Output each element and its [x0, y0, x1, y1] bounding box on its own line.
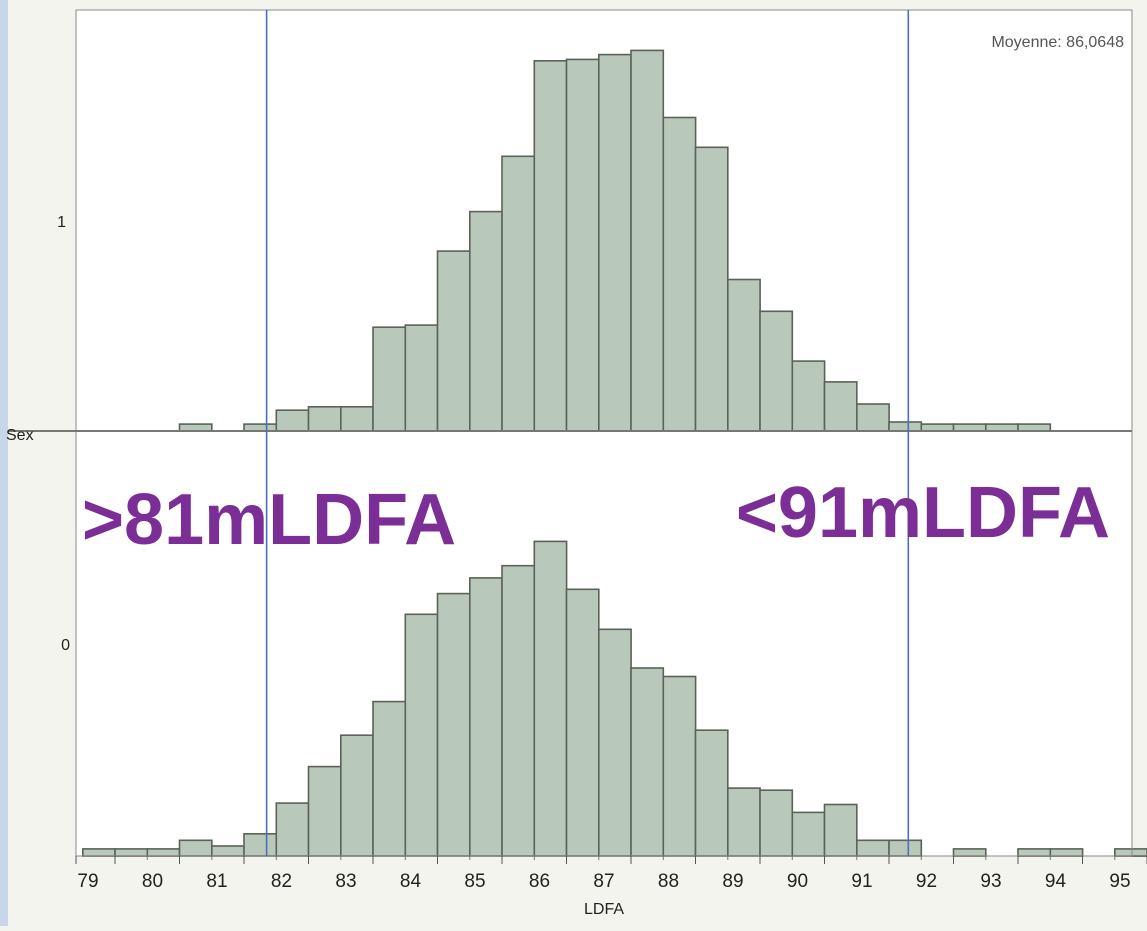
bars-layer [82, 49, 1147, 857]
histogram-bar-top-22 [920, 423, 955, 432]
histogram-bar-bottom-26 [952, 848, 987, 857]
x-tick-label: 82 [271, 871, 292, 892]
x-tick-label: 84 [400, 871, 422, 892]
histogram-bar-top-5 [372, 326, 407, 432]
histogram-bar-top-7 [436, 250, 471, 432]
histogram-bar-top-14 [662, 116, 697, 432]
histogram-bar-bottom-8 [339, 734, 374, 857]
overlay-label-left: >81mLDFA [82, 480, 456, 560]
histogram-bar-top-6 [404, 324, 439, 432]
x-tick-label: 81 [206, 871, 227, 892]
mean-annotation: Moyenne: 86,0648 [991, 34, 1124, 51]
histogram-bar-bottom-7 [307, 765, 342, 857]
histogram-bar-bottom-6 [275, 802, 310, 857]
histogram-bar-top-24 [984, 423, 1019, 432]
histogram-bar-top-11 [565, 58, 600, 432]
plot-border [75, 9, 1133, 857]
histogram-bar-bottom-23 [823, 803, 858, 857]
histogram-bar-bottom-27 [1017, 848, 1052, 857]
reference-lines [265, 10, 910, 856]
left-edge-strip [0, 0, 8, 926]
histogram-bar-bottom-1 [114, 848, 149, 857]
histogram-bar-bottom-2 [146, 848, 181, 857]
plot-frame [8, 9, 1133, 857]
histogram-bar-bottom-13 [501, 564, 536, 857]
group-label-top: 1 [57, 214, 66, 231]
histogram-bar-bottom-12 [468, 577, 503, 857]
x-axis: 79 80 81 82 83 84 85 86 87 88 89 90 91 92 93 94 95 [75, 856, 1147, 892]
histogram-bar-top-17 [759, 310, 794, 432]
histogram-bar-bottom-11 [436, 592, 471, 857]
histogram-bar-bottom-0 [82, 848, 116, 857]
x-tick-label: 93 [980, 871, 1001, 892]
histogram-bar-bottom-9 [372, 700, 407, 857]
histogram-bar-top-19 [823, 381, 858, 432]
histogram-bar-bottom-17 [630, 667, 665, 857]
x-tick-label: 89 [722, 871, 743, 892]
histogram-bar-bottom-3 [178, 839, 213, 857]
x-tick-label: 79 [77, 871, 98, 892]
x-tick-label: 91 [851, 871, 872, 892]
histogram-bar-bottom-24 [855, 839, 890, 857]
histogram-bar-top-16 [726, 278, 761, 432]
x-tick-label: 94 [1045, 871, 1067, 892]
x-tick-label: 92 [916, 871, 937, 892]
histogram-bar-top-13 [630, 49, 665, 432]
histogram-bar-bottom-25 [888, 839, 923, 857]
histogram-bar-top-9 [501, 155, 536, 432]
histogram-bar-bottom-16 [597, 628, 632, 857]
histogram-bar-bottom-14 [533, 540, 568, 857]
histogram-bar-bottom-5 [243, 832, 278, 857]
histogram-bar-bottom-22 [791, 811, 826, 857]
histogram-bar-top-3 [307, 405, 342, 432]
histogram-bar-bottom-29 [1114, 848, 1147, 857]
histogram-bar-top-1 [243, 423, 278, 432]
histogram-bar-bottom-10 [404, 613, 439, 857]
x-tick-label: 95 [1109, 871, 1130, 892]
x-tick-label: 88 [658, 871, 679, 892]
histogram-bar-top-2 [275, 409, 310, 432]
histogram-bar-bottom-18 [662, 675, 697, 857]
histogram-bar-top-25 [1017, 423, 1052, 432]
histogram-bar-top-15 [694, 146, 729, 432]
histogram-bar-bottom-15 [565, 588, 600, 857]
group-label-bottom: 0 [61, 637, 70, 654]
histogram-bar-top-4 [339, 405, 374, 432]
x-tick-label: 85 [464, 871, 485, 892]
x-tick-label: 83 [335, 871, 356, 892]
histogram-bar-bottom-4 [211, 845, 245, 857]
histogram-bar-top-0 [178, 423, 213, 432]
overlay-label-right: <91mLDFA [736, 473, 1110, 553]
histogram-bar-bottom-28 [1049, 848, 1084, 857]
histogram-bar-top-8 [468, 210, 503, 432]
x-axis-label: LDFA [584, 901, 624, 918]
histogram-bar-top-18 [791, 360, 826, 432]
histogram-bar-top-20 [855, 403, 890, 432]
x-tick-label: 87 [593, 871, 614, 892]
x-tick-label: 90 [787, 871, 808, 892]
x-tick-label: 86 [529, 871, 550, 892]
x-tick-label: 80 [142, 871, 163, 892]
y-axis-label: Sex [6, 427, 34, 444]
histogram-bar-top-12 [597, 53, 632, 432]
histogram-bar-bottom-20 [726, 787, 761, 857]
histogram-bar-top-23 [952, 423, 987, 432]
histogram-bar-top-21 [888, 421, 923, 432]
histogram-bar-bottom-19 [694, 729, 729, 857]
histogram-bar-top-10 [533, 59, 568, 432]
histogram-bar-bottom-21 [759, 789, 794, 857]
